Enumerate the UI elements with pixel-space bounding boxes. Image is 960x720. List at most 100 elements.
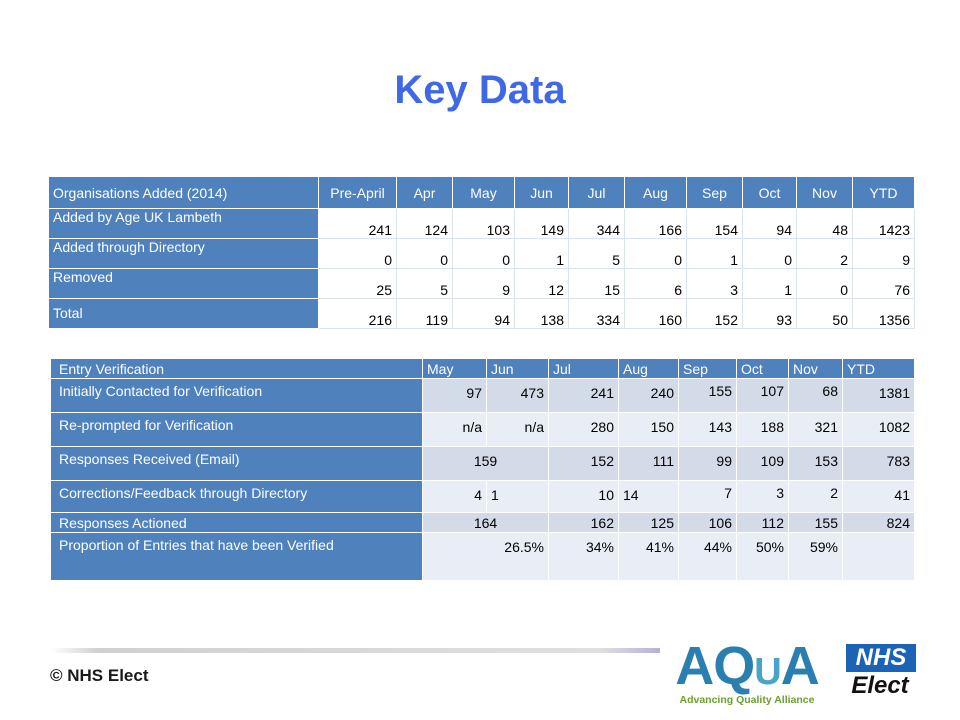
header-cell: Oct: [736, 358, 789, 379]
header-cell: Aug: [624, 176, 687, 209]
cell: 106: [678, 512, 737, 533]
header-cell: Jul: [568, 176, 625, 209]
header-cell: May: [422, 358, 487, 379]
cell: 94: [452, 298, 515, 329]
copyright-text: © NHS Elect: [50, 666, 149, 685]
cell: 14: [618, 480, 679, 513]
cell: 111: [618, 446, 679, 481]
page-title: Key Data: [394, 68, 566, 112]
header-cell: Oct: [742, 176, 797, 209]
cell: 103: [452, 208, 515, 239]
cell: 3: [736, 480, 789, 513]
header-cell: YTD: [852, 176, 915, 209]
aqua-logo: AQUA Advancing Quality Alliance: [664, 636, 830, 712]
cell: 1: [686, 238, 743, 269]
cell: 97: [422, 378, 487, 413]
cell: 48: [796, 208, 853, 239]
cell: 334: [568, 298, 625, 329]
cell: 124: [396, 208, 453, 239]
cell: 321: [788, 412, 843, 447]
header-cell: Pre-April: [318, 176, 397, 209]
row-label: Responses Received (Email): [50, 446, 423, 481]
cell: 0: [396, 238, 453, 269]
cell: 109: [736, 446, 789, 481]
header-cell: Organisations Added (2014): [48, 176, 319, 209]
cell: 150: [618, 412, 679, 447]
cell: 4: [422, 480, 487, 513]
cell: 9: [852, 238, 915, 269]
cell: 143: [678, 412, 737, 447]
cell: 9: [452, 268, 515, 299]
cell: 824: [842, 512, 915, 533]
cell: 41: [842, 480, 915, 513]
cell: 125: [618, 512, 679, 533]
row-label: Re-prompted for Verification: [50, 412, 423, 447]
cell: 241: [318, 208, 397, 239]
cell: 153: [788, 446, 843, 481]
header-cell: Sep: [686, 176, 743, 209]
header-cell: May: [452, 176, 515, 209]
cell: 0: [742, 238, 797, 269]
cell: 1: [486, 480, 549, 513]
cell: 2: [796, 238, 853, 269]
table-row: Added through Directory 0 0 0 1 5 0 1 0 …: [48, 238, 915, 269]
table-row: Corrections/Feedback through Directory 4…: [50, 480, 915, 513]
cell: 164: [422, 512, 549, 533]
cell: 1356: [852, 298, 915, 329]
nhs-elect-text: Elect: [851, 672, 909, 699]
cell: 76: [852, 268, 915, 299]
aqua-letter-a: A: [780, 636, 820, 696]
cell: 1381: [842, 378, 915, 413]
footer-divider: [50, 648, 660, 653]
cell: 152: [548, 446, 619, 481]
aqua-tagline: Advancing Quality Alliance: [679, 694, 815, 706]
nhs-logo: NHS: [846, 644, 916, 672]
cell: 25: [318, 268, 397, 299]
cell: 112: [736, 512, 789, 533]
aqua-letter-u: U: [754, 651, 781, 693]
cell: 44%: [678, 532, 737, 581]
table-row: Added by Age UK Lambeth 241 124 103 149 …: [48, 208, 915, 239]
cell: 166: [624, 208, 687, 239]
cell: 155: [678, 378, 737, 413]
header-cell: Aug: [618, 358, 679, 379]
cell: 5: [568, 238, 625, 269]
table-header-row: Organisations Added (2014) Pre-April Apr…: [48, 176, 915, 209]
cell: 159: [422, 446, 549, 481]
cell: 3: [686, 268, 743, 299]
cell: 280: [548, 412, 619, 447]
cell: 99: [678, 446, 737, 481]
cell: 1: [742, 268, 797, 299]
table-row: Total 216 119 94 138 334 160 152 93 50 1…: [48, 298, 915, 329]
cell: 0: [318, 238, 397, 269]
cell: 50: [796, 298, 853, 329]
table-header-row: Entry Verification May Jun Jul Aug Sep O…: [50, 358, 915, 379]
row-label: Added by Age UK Lambeth: [48, 208, 319, 239]
row-label: Total: [48, 298, 319, 329]
header-cell: Jul: [548, 358, 619, 379]
cell: 1: [514, 238, 569, 269]
cell: 15: [568, 268, 625, 299]
row-label: Corrections/Feedback through Directory: [50, 480, 423, 513]
cell: 7: [678, 480, 737, 513]
cell: 155: [788, 512, 843, 533]
cell: [842, 532, 915, 581]
cell: 0: [624, 238, 687, 269]
aqua-logo-letters: AQUA: [664, 636, 830, 702]
cell: 2: [788, 480, 843, 513]
entry-verification-table: Entry Verification May Jun Jul Aug Sep O…: [50, 358, 915, 581]
cell: 26.5%: [422, 532, 549, 581]
header-cell: Apr: [396, 176, 453, 209]
cell: 5: [396, 268, 453, 299]
table-row: Removed 25 5 9 12 15 6 3 1 0 76: [48, 268, 915, 299]
cell: 59%: [788, 532, 843, 581]
cell: 240: [618, 378, 679, 413]
cell: 1082: [842, 412, 915, 447]
header-cell: Nov: [788, 358, 843, 379]
row-label: Removed: [48, 268, 319, 299]
table-row: Proportion of Entries that have been Ver…: [50, 532, 915, 581]
cell: 93: [742, 298, 797, 329]
cell: 94: [742, 208, 797, 239]
cell: 154: [686, 208, 743, 239]
table-row: Re-prompted for Verification n/a n/a 280…: [50, 412, 915, 447]
